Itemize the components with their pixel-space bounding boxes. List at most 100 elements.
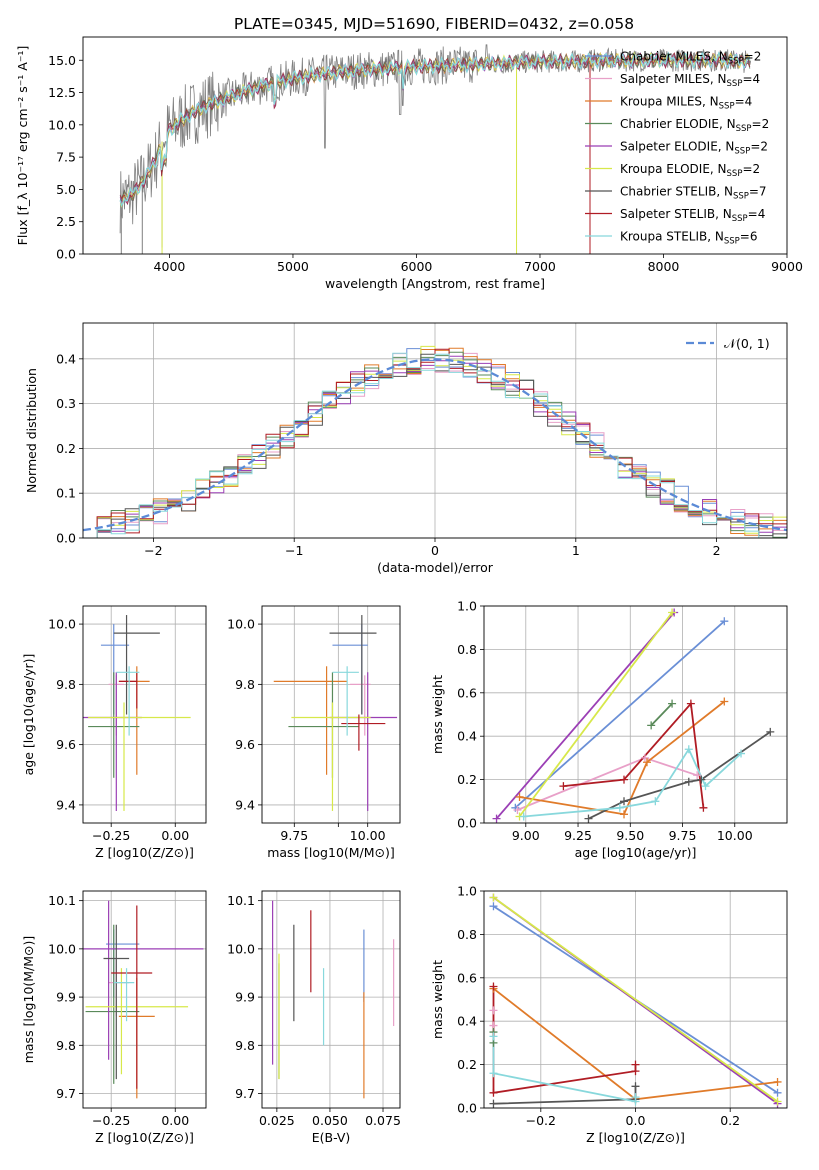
weight-marker <box>720 617 729 626</box>
weight-marker <box>631 1093 640 1102</box>
weight_vs_Z-ylabel: mass weight <box>430 960 445 1039</box>
y-tick-label: 0.0 <box>56 247 76 262</box>
mass_vs_Z-ylabel: mass [log10(M/M⊙)] <box>21 936 36 1064</box>
weight-marker <box>642 758 651 767</box>
legend-entry: Salpeter ELODIE, NSSP=2 <box>620 140 768 157</box>
legend-entry: Chabrier ELODIE, NSSP=2 <box>620 117 769 134</box>
spectrum-xlabel: wavelength [Angstrom, rest frame] <box>325 276 545 291</box>
x-tick-label: 0 <box>431 543 439 558</box>
weight-marker <box>631 1082 640 1091</box>
weight-marker <box>668 699 677 708</box>
weight-line <box>518 611 673 818</box>
y-tick-label: 1.0 <box>457 599 477 614</box>
y-tick-label: 15.0 <box>48 53 76 68</box>
weight-marker <box>489 1032 498 1041</box>
x-tick-label: 7000 <box>524 259 556 274</box>
y-tick-label: 0.6 <box>457 970 477 985</box>
weight-marker <box>773 1077 782 1086</box>
weight-marker <box>492 814 501 823</box>
normal-curve <box>83 358 787 532</box>
x-tick-label: 0.075 <box>365 1113 401 1128</box>
weight-marker <box>631 1060 640 1069</box>
y-tick-label: 0.8 <box>457 642 477 657</box>
y-tick-label: 9.4 <box>235 797 255 812</box>
x-tick-label: 9.00 <box>512 828 540 843</box>
legend-entry: Chabrier MILES, NSSP=2 <box>620 50 761 67</box>
age_vs_Z-axes: −0.25 0.00 9.4 9.6 9.8 10.0 <box>48 606 206 843</box>
y-tick-label: 0.8 <box>457 927 477 942</box>
weight-line <box>563 701 705 808</box>
mass_vs_EBV-xlabel: E(B-V) <box>312 1130 351 1145</box>
y-tick-label: 9.6 <box>56 737 76 752</box>
x-tick-label: 10.00 <box>717 828 753 843</box>
y-tick-label: 1.0 <box>457 884 477 899</box>
weight-marker <box>620 810 629 819</box>
model-spectrum-line <box>119 51 751 202</box>
legend-entry: Salpeter MILES, NSSP=4 <box>620 72 760 89</box>
age_vs_Z-xlabel: Z [log10(Z/Z⊙)] <box>95 845 194 860</box>
age_vs_Z-frame <box>82 605 207 824</box>
residuals-ylabel: Normed distribution <box>24 368 39 493</box>
y-tick-label: 0.0 <box>56 531 76 546</box>
y-tick-label: 10.0 <box>48 617 76 632</box>
y-tick-label: 9.7 <box>235 1086 255 1101</box>
y-tick-label: 0.6 <box>457 685 477 700</box>
x-tick-label: 9.75 <box>669 828 697 843</box>
weight-marker <box>651 797 660 806</box>
weight-line <box>492 896 779 1103</box>
weight-marker <box>720 697 729 706</box>
weight-marker <box>773 1097 782 1106</box>
x-tick-label: 6000 <box>401 259 433 274</box>
weight_vs_Z-xlabel: Z [log10(Z/Z⊙)] <box>586 1130 685 1145</box>
mass_vs_EBV-plot-area <box>272 900 395 1099</box>
y-tick-label: 5.0 <box>56 182 76 197</box>
x-tick-label: 0.025 <box>259 1113 295 1128</box>
x-tick-label: 0.00 <box>161 828 189 843</box>
weight-marker <box>615 803 624 812</box>
weight_vs_Z-frame <box>483 890 788 1109</box>
spectrum-axes: 4000 5000 6000 7000 8000 9000 0.0 2.5 5.0 7.5 10.0… <box>48 53 803 274</box>
residuals-axes: −2 −1 0 1 2 0.0 0.1 0.2 0.3 0.4 <box>56 323 787 558</box>
y-tick-label: 0.4 <box>457 1014 477 1029</box>
age_vs_mass-xlabel: mass [log10(M/M⊙)] <box>267 845 395 860</box>
y-tick-label: 9.7 <box>56 1086 76 1101</box>
spectrum-legend: Chabrier MILES, NSSP=2 Salpeter MILES, NS… <box>585 50 769 247</box>
weight-marker <box>766 727 775 736</box>
weight-marker <box>668 608 677 617</box>
y-tick-label: 9.8 <box>56 1038 76 1053</box>
weight-line <box>495 611 675 820</box>
weight_vs_age-plot-area <box>495 611 771 820</box>
weight-marker <box>515 792 524 801</box>
spectrum-plot-area <box>119 44 752 254</box>
weight-marker <box>620 775 629 784</box>
weight-marker <box>559 782 568 791</box>
x-tick-label: −0.2 <box>526 1113 556 1128</box>
y-tick-label: 12.5 <box>48 85 76 100</box>
model-spectrum-line <box>119 51 751 208</box>
x-tick-label: 0.2 <box>720 1113 740 1128</box>
weight-marker <box>489 1099 498 1108</box>
x-tick-label: −0.25 <box>92 1113 130 1128</box>
age_vs_mass-frame <box>261 605 401 824</box>
x-tick-label: −0.25 <box>92 828 130 843</box>
weight-marker <box>489 1069 498 1078</box>
y-tick-label: 10.0 <box>48 117 76 132</box>
x-tick-label: 0.050 <box>312 1113 348 1128</box>
y-tick-label: 10.0 <box>48 941 76 956</box>
weight-marker <box>620 797 629 806</box>
x-tick-label: 1 <box>572 543 580 558</box>
residual-legend: 𝒩(0, 1) <box>686 336 770 351</box>
weight_vs_age-ylabel: mass weight <box>430 675 445 754</box>
legend-entry: Kroupa STELIB, NSSP=6 <box>620 230 758 247</box>
weight-marker <box>684 745 693 754</box>
y-tick-label: 9.8 <box>235 1038 255 1053</box>
x-tick-label: −2 <box>144 543 162 558</box>
mass_vs_Z-frame <box>82 890 207 1109</box>
x-tick-label: 0.0 <box>626 1113 646 1128</box>
x-tick-label: 2 <box>713 543 721 558</box>
weight-marker <box>489 902 498 911</box>
y-tick-label: 2.5 <box>56 214 76 229</box>
mass_vs_EBV-axes: 0.025 0.050 0.075 9.7 9.8 9.9 10.0 10.1 <box>227 891 401 1128</box>
legend-entry: Salpeter STELIB, NSSP=4 <box>620 207 765 224</box>
y-tick-label: 7.5 <box>56 150 76 165</box>
